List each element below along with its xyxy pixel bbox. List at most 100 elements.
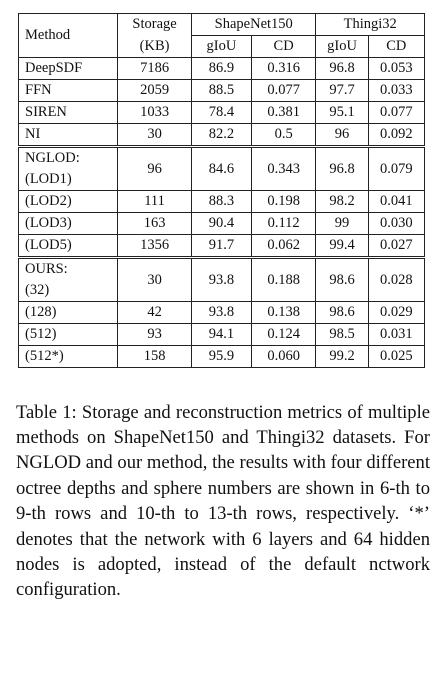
header-thingi-cd: CD xyxy=(367,35,426,58)
cell-thingi-giou: 99.2 xyxy=(315,345,369,368)
cell-thingi-giou: 95.1 xyxy=(315,101,369,124)
cell-storage: 2059 xyxy=(117,79,192,102)
row-method: NI xyxy=(17,123,119,147)
row-method: OURS: (32) xyxy=(17,256,119,302)
cell-shapenet-giou: 91.7 xyxy=(190,234,252,258)
table-row: DeepSDF 7186 86.9 0.316 96.8 0.053 xyxy=(17,57,426,80)
cell-storage: 96 xyxy=(117,145,192,191)
header-thingi-giou: gIoU xyxy=(315,35,369,58)
row-method: SIREN xyxy=(17,101,119,124)
cell-shapenet-giou: 82.2 xyxy=(190,123,252,147)
table-row: (512) 93 94.1 0.124 98.5 0.031 xyxy=(17,323,426,346)
cell-shapenet-cd: 0.5 xyxy=(250,123,317,147)
cell-shapenet-giou: 88.5 xyxy=(190,79,252,102)
cell-storage: 1356 xyxy=(117,234,192,258)
cell-thingi-cd: 0.053 xyxy=(367,57,426,80)
cell-storage: 1033 xyxy=(117,101,192,124)
row-method: (512*) xyxy=(17,345,119,368)
header-storage: Storage xyxy=(117,13,192,36)
row-method: DeepSDF xyxy=(17,57,119,80)
table-header-row-1: Method Storage ShapeNet150 Thingi32 xyxy=(17,13,425,58)
header-shapenet-cd: CD xyxy=(250,35,317,58)
cell-shapenet-giou: 88.3 xyxy=(190,190,252,213)
cell-thingi-cd: 0.030 xyxy=(367,212,426,235)
cell-shapenet-cd: 0.198 xyxy=(250,190,317,213)
table-row: OURS: (32) 30 93.8 0.188 98.6 0.028 xyxy=(17,256,426,302)
cell-storage: 7186 xyxy=(117,57,192,80)
cell-thingi-giou: 99 xyxy=(315,212,369,235)
table-row: (LOD3) 163 90.4 0.112 99 0.030 xyxy=(17,212,426,235)
row-method: (512) xyxy=(17,323,119,346)
method-line-1: OURS: xyxy=(25,261,68,277)
method-line-2: (32) xyxy=(25,282,50,298)
cell-thingi-cd: 0.029 xyxy=(367,301,426,324)
header-shapenet-giou: gIoU xyxy=(190,35,252,58)
cell-shapenet-giou: 94.1 xyxy=(190,323,252,346)
header-shapenet150: ShapeNet150 xyxy=(190,13,317,36)
cell-thingi-cd: 0.028 xyxy=(367,256,426,302)
row-method: (LOD3) xyxy=(17,212,119,235)
cell-thingi-giou: 98.2 xyxy=(315,190,369,213)
table-row: (LOD2) 111 88.3 0.198 98.2 0.041 xyxy=(17,190,426,213)
row-method: (LOD2) xyxy=(17,190,119,213)
cell-thingi-cd: 0.077 xyxy=(367,101,426,124)
cell-thingi-giou: 96.8 xyxy=(315,145,369,191)
cell-shapenet-cd: 0.112 xyxy=(250,212,317,235)
cell-shapenet-cd: 0.124 xyxy=(250,323,317,346)
cell-thingi-giou: 98.6 xyxy=(315,301,369,324)
table-header-row-2: (KB) gIoU CD gIoU CD xyxy=(19,35,426,58)
cell-storage: 163 xyxy=(117,212,192,235)
cell-shapenet-giou: 93.8 xyxy=(190,256,252,302)
cell-storage: 158 xyxy=(117,345,192,368)
cell-shapenet-cd: 0.343 xyxy=(250,145,317,191)
method-line-1: NGLOD: xyxy=(25,150,80,166)
cell-shapenet-giou: 90.4 xyxy=(190,212,252,235)
cell-thingi-giou: 98.6 xyxy=(315,256,369,302)
cell-shapenet-cd: 0.316 xyxy=(250,57,317,80)
cell-thingi-cd: 0.092 xyxy=(367,123,426,147)
table-row: NI 30 82.2 0.5 96 0.092 xyxy=(17,123,426,147)
header-storage-unit: (KB) xyxy=(117,35,192,58)
table-caption: Table 1: Storage and reconstruction metr… xyxy=(16,401,430,601)
cell-shapenet-cd: 0.077 xyxy=(250,79,317,102)
cell-shapenet-giou-best: 95.9 xyxy=(190,345,252,368)
cell-shapenet-giou: 86.9 xyxy=(190,57,252,80)
row-method: (LOD5) xyxy=(17,234,119,258)
cell-shapenet-cd-best: 0.060 xyxy=(250,345,317,368)
cell-thingi-cd: 0.079 xyxy=(367,145,426,191)
row-method: NGLOD: (LOD1) xyxy=(17,145,119,191)
cell-thingi-giou: 96 xyxy=(315,123,369,147)
row-method: FFN xyxy=(17,79,119,102)
cell-thingi-giou: 96.8 xyxy=(315,57,369,80)
results-table: Method Storage ShapeNet150 Thingi32 (KB)… xyxy=(17,13,426,368)
cell-storage: 111 xyxy=(117,190,192,213)
table-row: (512*) 158 95.9 0.060 99.2 0.025 xyxy=(17,345,426,368)
cell-thingi-cd: 0.031 xyxy=(367,323,426,346)
cell-shapenet-cd: 0.381 xyxy=(250,101,317,124)
cell-thingi-cd: 0.041 xyxy=(367,190,426,213)
cell-shapenet-cd: 0.062 xyxy=(250,234,317,258)
cell-thingi-cd: 0.027 xyxy=(367,234,426,258)
cell-shapenet-cd: 0.188 xyxy=(250,256,317,302)
table-row: (128) 42 93.8 0.138 98.6 0.029 xyxy=(17,301,426,324)
cell-thingi-giou: 97.7 xyxy=(315,79,369,102)
header-method: Method xyxy=(17,13,119,58)
row-method: (128) xyxy=(17,301,119,324)
cell-thingi-cd-best: 0.025 xyxy=(367,345,426,368)
cell-storage: 93 xyxy=(117,323,192,346)
cell-thingi-giou: 98.5 xyxy=(315,323,369,346)
cell-shapenet-giou: 78.4 xyxy=(190,101,252,124)
cell-thingi-cd: 0.033 xyxy=(367,79,426,102)
table-row: FFN 2059 88.5 0.077 97.7 0.033 xyxy=(17,79,426,102)
table-row: (LOD5) 1356 91.7 0.062 99.4 0.027 xyxy=(17,234,426,258)
method-line-2: (LOD1) xyxy=(25,171,72,187)
cell-shapenet-giou: 84.6 xyxy=(190,145,252,191)
cell-thingi-giou-best: 99.4 xyxy=(315,234,369,258)
cell-shapenet-giou: 93.8 xyxy=(190,301,252,324)
cell-shapenet-cd: 0.138 xyxy=(250,301,317,324)
table-row: NGLOD: (LOD1) 96 84.6 0.343 96.8 0.079 xyxy=(17,145,426,191)
cell-storage: 30 xyxy=(117,256,192,302)
cell-storage: 42 xyxy=(117,301,192,324)
table-row: SIREN 1033 78.4 0.381 95.1 0.077 xyxy=(17,101,426,124)
